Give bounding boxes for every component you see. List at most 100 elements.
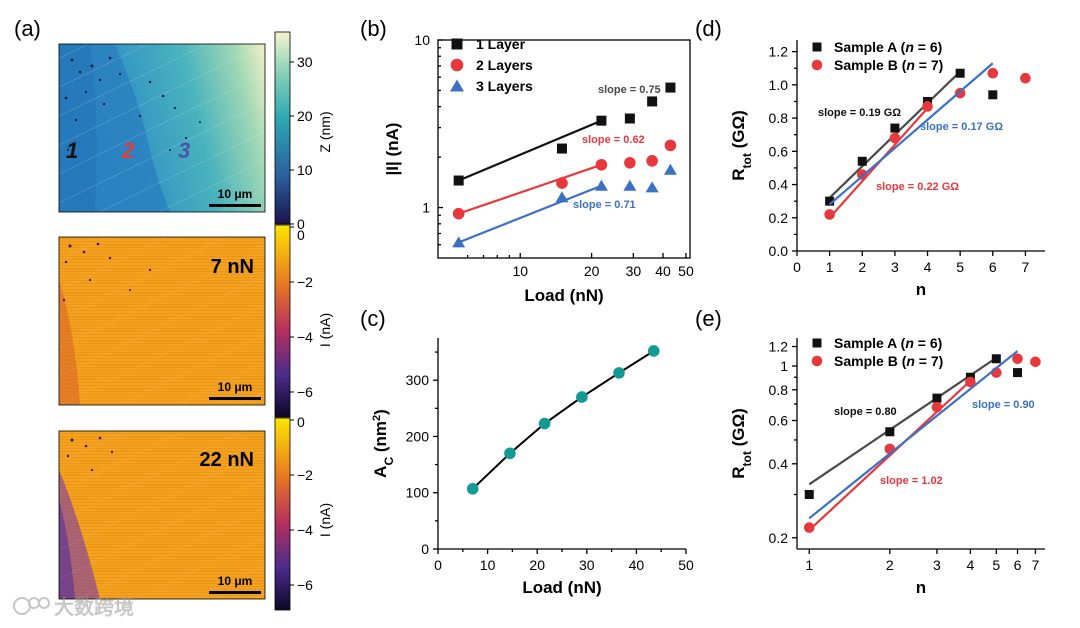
data-point	[665, 82, 676, 93]
data-point	[1013, 368, 1023, 378]
data-point	[885, 427, 895, 437]
slope-annotation: slope = 0.71	[573, 199, 636, 211]
y-tick-label: 300	[406, 372, 430, 388]
x-tick-label: 5	[956, 259, 964, 275]
y-label-unit: (GΩ)	[729, 408, 748, 451]
watermark: 大数跨境	[13, 595, 134, 619]
data-point	[811, 355, 823, 367]
data-point	[889, 132, 901, 144]
data-point	[624, 156, 636, 169]
legend-entry: Sample B (n = 7)	[834, 353, 943, 369]
y-label-sup: 2	[371, 415, 383, 421]
y-tick-label: 0.2	[769, 530, 789, 546]
legend-entry: Sample A (n = 6)	[834, 335, 942, 351]
colorbar-i-22nN: 0 −2 −4 −6 I (nA)	[274, 414, 333, 611]
data-point	[890, 123, 900, 133]
x-axis-label: Load (nN)	[524, 286, 603, 305]
data-point	[663, 163, 677, 175]
x-tick-label: 7	[1032, 557, 1040, 573]
legend-text: Sample A (	[834, 39, 906, 55]
slope-annotation: slope = 0.90	[972, 399, 1035, 411]
slope-annotation: slope = 0.19 GΩ	[818, 107, 901, 119]
layer-label-3: 3	[178, 138, 190, 163]
data-point	[811, 59, 823, 71]
data-point	[450, 79, 464, 92]
colorbar-i-tick: −4	[297, 522, 313, 538]
x-tick-label: 40	[655, 263, 671, 279]
data-point	[857, 156, 867, 166]
x-tick-label: 20	[584, 263, 600, 279]
data-point	[646, 155, 658, 167]
fit-line	[458, 119, 602, 182]
scale-bar	[209, 397, 261, 400]
data-point	[452, 207, 465, 220]
colorbar-i-tick: −2	[297, 274, 313, 290]
y-tick-label: 1.0	[769, 77, 789, 93]
data-point	[453, 175, 464, 186]
y-axis-label: |I| (nA)	[383, 123, 402, 176]
slope-annotation: slope = 0.62	[582, 134, 645, 146]
y-tick-label: 200	[406, 428, 430, 444]
data-point	[804, 489, 814, 499]
fit-line	[458, 163, 602, 215]
x-tick-label: 3	[933, 557, 941, 573]
x-tick-label: 2	[858, 259, 866, 275]
colorbar-z-tick: 30	[297, 54, 313, 70]
data-point	[932, 393, 942, 403]
load-label-7nN: 7 nN	[211, 256, 254, 278]
colorbar-i-label: I (nA)	[317, 503, 333, 537]
y-axis-label: Rtot (GΩ)	[729, 408, 754, 479]
data-point	[824, 209, 835, 220]
legend-text: = 6)	[914, 335, 942, 351]
y-label-main: A	[371, 466, 390, 478]
data-point	[647, 345, 660, 357]
legend-text: Sample B (	[834, 353, 907, 369]
data-point	[450, 58, 464, 72]
data-point	[596, 115, 607, 126]
y-tick-label: 0.0	[769, 243, 789, 259]
data-point	[812, 338, 822, 348]
data-point	[594, 179, 608, 191]
panel-label-b: (b)	[360, 16, 387, 41]
legend-n: n	[906, 57, 915, 73]
x-tick-label: 3	[891, 259, 899, 275]
data-point	[647, 96, 658, 107]
y-axis-label: AC (nm2)	[371, 409, 396, 478]
current-map-7nN: 7 nN 10 μm	[59, 237, 265, 405]
slope-annotation: slope = 0.80	[834, 406, 897, 418]
fit-line	[808, 380, 972, 531]
y-tick-label: 0	[421, 541, 429, 557]
colorbar-z-tick: 20	[297, 108, 313, 124]
y-label-main: |I| (nA)	[383, 123, 402, 176]
x-tick-label: 5	[992, 557, 1000, 573]
y-label-unit: (GΩ)	[729, 110, 748, 153]
scale-bar	[209, 204, 261, 207]
colorbar-i-tick: −4	[297, 329, 313, 345]
data-point	[803, 522, 815, 533]
slope-annotation: slope = 0.75	[598, 84, 661, 96]
layer-label-2: 2	[121, 138, 135, 163]
y-tick-label: 0.4	[769, 456, 789, 472]
data-point	[922, 101, 933, 112]
panel-label-e: (e)	[695, 306, 722, 331]
legend-entry: 3 Layers	[476, 78, 533, 94]
y-tick-label: 0.4	[769, 177, 789, 193]
y-tick-label: 0.2	[769, 210, 789, 226]
y-label-sub: tot	[740, 153, 754, 168]
plot-frame	[437, 39, 691, 259]
legend-entry: Sample B (n = 7)	[834, 57, 943, 73]
data-point	[965, 376, 976, 388]
colorbar-i-tick: 0	[297, 414, 305, 430]
panel-label-a: (a)	[14, 16, 41, 41]
colorbar-i-7nN: 0 −2 −4 −6 I (nA)	[274, 224, 333, 418]
scale-bar-label: 10 μm	[218, 380, 253, 394]
x-tick-label: 4	[924, 259, 932, 275]
load-label-22nN: 22 nN	[200, 449, 254, 471]
data-point	[623, 179, 637, 191]
current-map-22nN: 22 nN 10 μm	[59, 431, 265, 599]
chart-d: 0 1 2 3 4 5 6 7 0.0 0.2 0.4 0.6 0.8 1.0 1.2 n Rtot (GΩ) s…	[729, 39, 1045, 299]
slope-annotation: slope = 0.17 GΩ	[920, 121, 1003, 133]
data-point	[931, 401, 943, 413]
slope-annotation: slope = 0.22 GΩ	[876, 181, 959, 193]
legend-entry: 1 Layer	[476, 36, 526, 52]
